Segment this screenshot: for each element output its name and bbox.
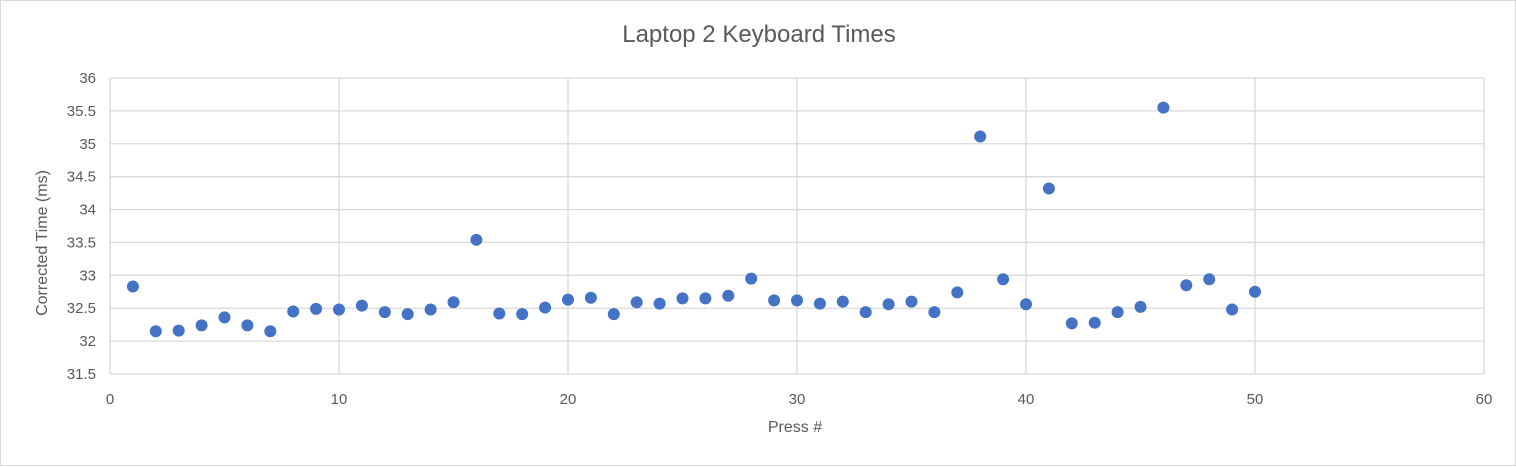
data-point — [1249, 285, 1261, 298]
x-tick-label: 30 — [789, 391, 806, 408]
data-point — [607, 308, 620, 321]
data-point — [630, 296, 643, 309]
data-point — [401, 308, 414, 321]
y-tick-label: 36 — [79, 70, 96, 87]
y-tick-label: 31.5 — [67, 366, 96, 383]
gridlines — [109, 77, 1485, 375]
data-point — [836, 295, 849, 308]
x-tick-label: 60 — [1476, 391, 1493, 408]
data-point — [172, 324, 185, 337]
tick-labels: 31.5 32 32.5 33 33.5 34 34.5 35 35.5 36 0 10 20 30 40 5… — [67, 70, 1493, 408]
data-point — [539, 301, 552, 314]
data-point — [1157, 101, 1170, 114]
data-point — [424, 303, 437, 316]
data-point — [928, 306, 941, 319]
data-point — [584, 291, 597, 304]
x-tick-label: 20 — [560, 391, 577, 408]
data-point — [1065, 317, 1078, 330]
x-tick-label: 50 — [1247, 391, 1264, 408]
data-point — [493, 307, 506, 320]
data-point — [1020, 298, 1032, 311]
data-point — [1111, 306, 1124, 319]
y-tick-label: 35.5 — [67, 103, 96, 120]
y-axis-label: Corrected Time (ms) — [34, 170, 51, 316]
data-point — [287, 305, 300, 318]
data-point — [745, 272, 758, 285]
data-point — [355, 299, 368, 312]
data-point — [1203, 273, 1216, 286]
y-tick-label: 32.5 — [67, 300, 96, 317]
y-tick-label: 34 — [79, 202, 96, 219]
data-point — [516, 308, 529, 321]
data-point — [768, 294, 781, 307]
data-point — [310, 302, 323, 315]
data-point — [791, 294, 803, 307]
data-point — [195, 319, 208, 332]
data-point — [149, 325, 162, 338]
x-tick-label: 0 — [106, 391, 114, 408]
data-point — [859, 306, 872, 319]
data-point — [1226, 303, 1239, 316]
data-point — [722, 289, 735, 302]
data-point — [333, 303, 345, 316]
data-point — [905, 295, 918, 308]
data-point — [126, 280, 139, 293]
data-point — [447, 296, 460, 309]
data-point — [470, 233, 483, 246]
data-point — [1134, 300, 1147, 313]
y-tick-label: 34.5 — [67, 169, 96, 186]
data-point — [264, 325, 277, 338]
data-point — [378, 306, 391, 319]
data-point — [813, 297, 826, 310]
data-point — [562, 293, 574, 306]
chart-title: Laptop 2 Keyboard Times — [622, 21, 896, 48]
data-point — [951, 286, 964, 299]
y-tick-label: 32 — [79, 333, 96, 350]
data-point — [241, 319, 254, 332]
data-point — [997, 273, 1010, 286]
data-points — [126, 101, 1261, 338]
data-point — [1088, 316, 1101, 329]
data-point — [676, 292, 689, 305]
data-point — [1180, 279, 1193, 292]
y-tick-label: 35 — [79, 136, 96, 153]
data-point — [218, 311, 231, 324]
data-point — [1042, 182, 1055, 195]
data-point — [974, 130, 987, 143]
x-axis-label: Press # — [767, 419, 823, 436]
data-point — [699, 292, 712, 305]
x-tick-label: 10 — [331, 391, 348, 408]
y-tick-label: 33.5 — [67, 234, 96, 251]
y-tick-label: 33 — [79, 267, 96, 284]
data-point — [882, 298, 895, 311]
data-point — [653, 297, 666, 310]
x-tick-label: 40 — [1018, 391, 1035, 408]
